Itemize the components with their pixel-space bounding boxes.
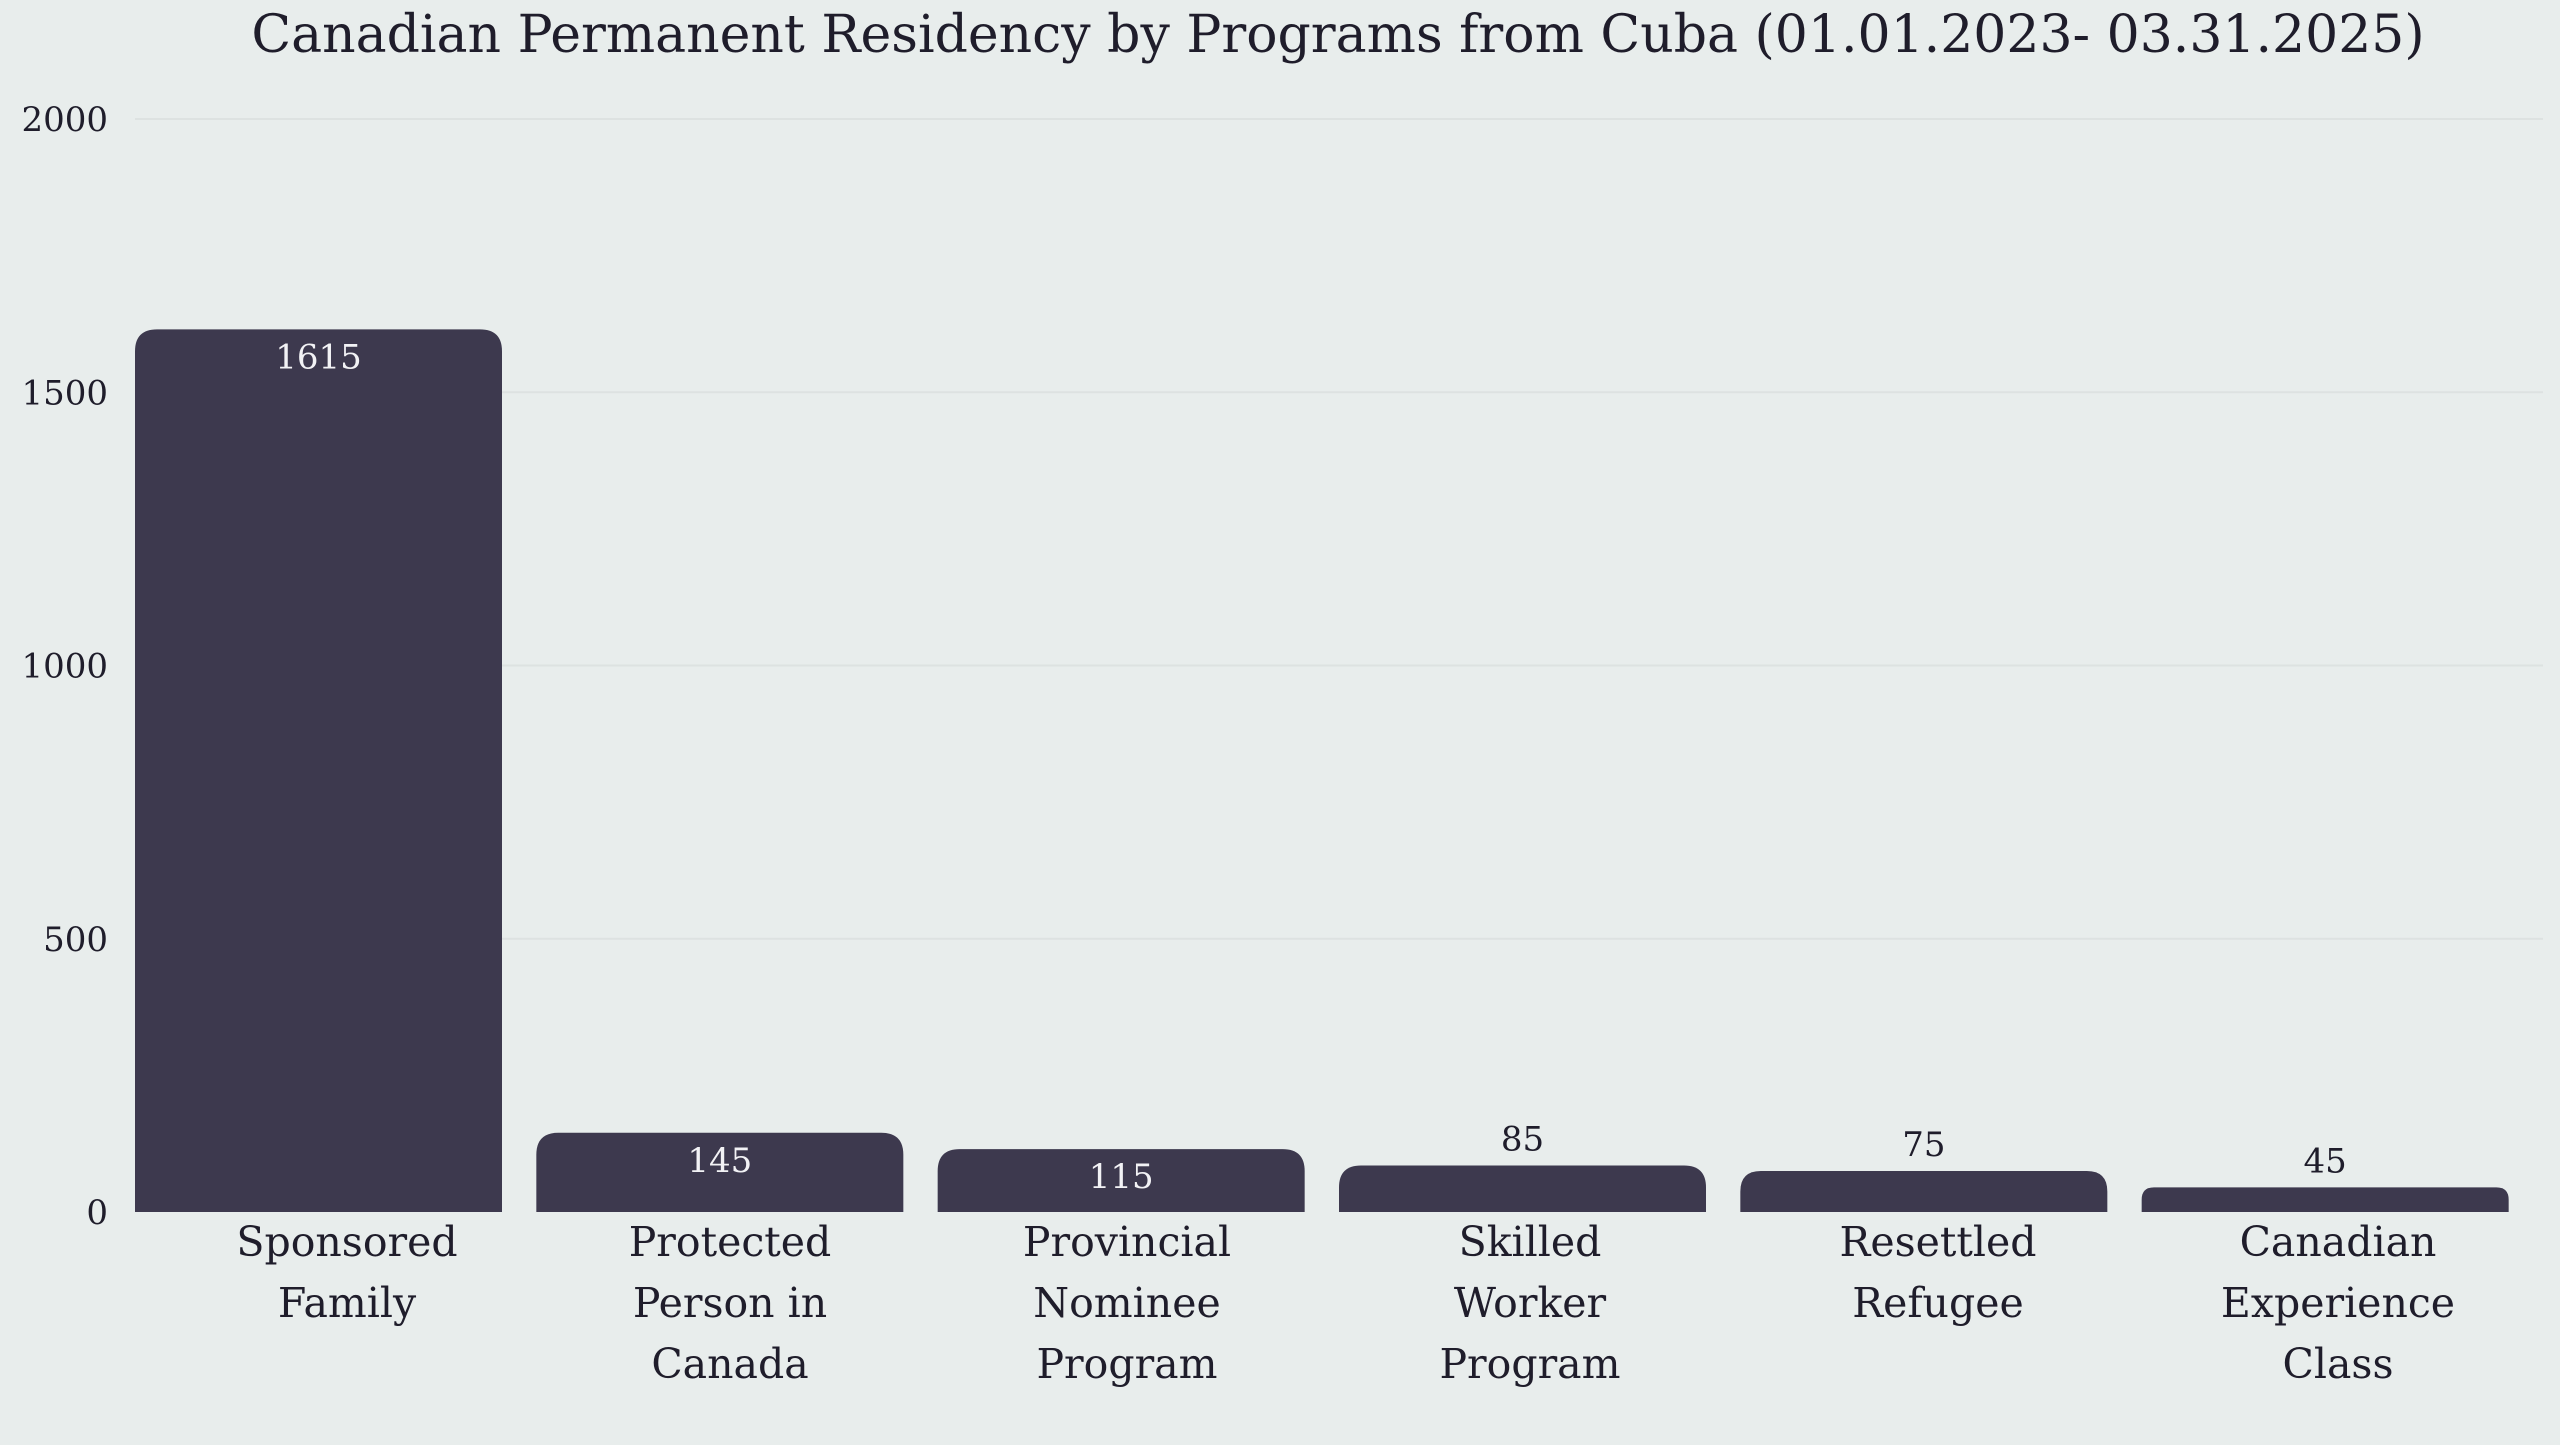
x-tick-label-line: Refugee — [1852, 1279, 2024, 1327]
x-tick-label: Canadian Experience Class — [2221, 1218, 2455, 1388]
y-tick-label: 500 — [43, 920, 108, 960]
x-tick-label-line: Resettled — [1839, 1218, 2036, 1266]
x-tick-label: Resettled Refugee — [1839, 1218, 2036, 1327]
y-tick-label: 0 — [86, 1193, 108, 1233]
x-tick-label: Sponsored Family — [236, 1218, 457, 1327]
y-tick-label: 1500 — [21, 373, 108, 413]
y-axis-ticks: 0 500 1000 1500 2000 — [21, 100, 108, 1233]
bar — [1740, 1171, 2108, 1212]
grid-lines — [135, 118, 2543, 940]
value-label: 45 — [2304, 1141, 2347, 1181]
x-tick-label-line: Protected — [629, 1218, 832, 1266]
value-label: 145 — [687, 1141, 752, 1181]
value-label: 1615 — [275, 337, 362, 377]
x-tick-label-line: Program — [1439, 1340, 1620, 1388]
x-tick-label-line: Program — [1036, 1340, 1217, 1388]
bars — [135, 329, 2509, 1213]
value-label: 85 — [1501, 1120, 1544, 1160]
x-tick-label-line: Skilled — [1459, 1218, 1602, 1266]
x-tick-label-line: Sponsored — [236, 1218, 457, 1266]
value-label: 115 — [1089, 1157, 1154, 1197]
x-tick-label-line: Person in — [633, 1279, 827, 1327]
x-tick-label: Protected Person in Canada — [629, 1218, 832, 1388]
bar — [1339, 1165, 1706, 1212]
bar — [536, 1132, 904, 1212]
value-labels: 1615 145 115 85 75 45 — [275, 337, 2347, 1197]
x-tick-label-line: Class — [2282, 1340, 2393, 1388]
x-tick-label-line: Nominee — [1033, 1279, 1220, 1327]
x-tick-label-line: Worker — [1454, 1279, 1607, 1327]
x-tick-label-line: Experience — [2221, 1279, 2455, 1327]
value-label: 75 — [1902, 1125, 1945, 1165]
chart-title: Canadian Permanent Residency by Programs… — [251, 5, 2424, 65]
x-tick-label-line: Canada — [651, 1340, 808, 1388]
bar — [937, 1149, 1305, 1212]
y-tick-label: 2000 — [21, 100, 108, 140]
bar — [2141, 1187, 2509, 1212]
x-tick-label-line: Provincial — [1023, 1218, 1231, 1266]
x-tick-label-line: Family — [278, 1279, 417, 1327]
x-tick-label: Provincial Nominee Program — [1023, 1218, 1231, 1388]
y-tick-label: 1000 — [21, 647, 108, 687]
x-tick-label-line: Canadian — [2240, 1218, 2437, 1266]
x-tick-label: Skilled Worker Program — [1439, 1218, 1620, 1388]
bar — [135, 329, 502, 1213]
